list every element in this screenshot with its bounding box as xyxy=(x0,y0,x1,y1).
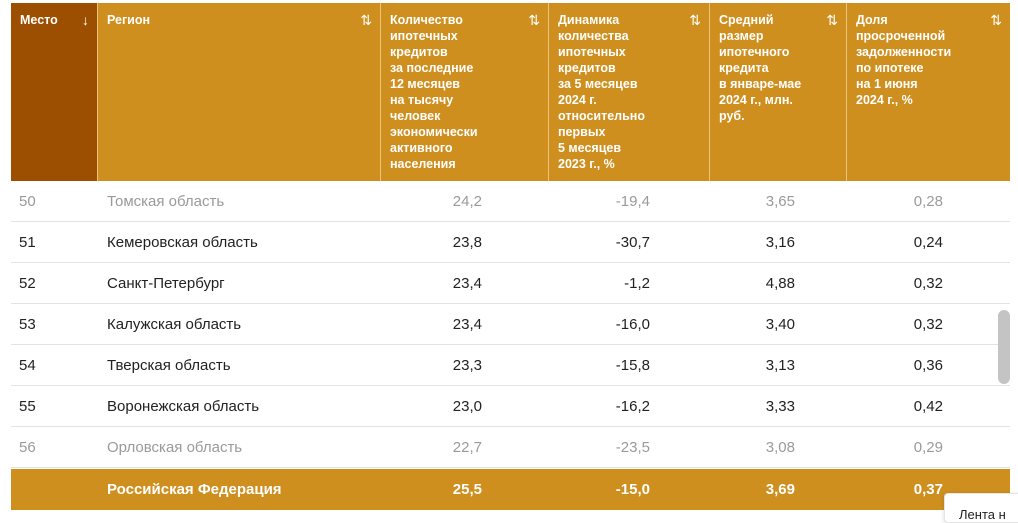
rank-cell: 54 xyxy=(19,356,36,374)
table-header: Место ↓ Регион ⇅ Количество ипотечных кр… xyxy=(11,3,1010,181)
footer-region-cell: Российская Федерация xyxy=(107,481,282,498)
sort-icon[interactable]: ⇅ xyxy=(826,12,838,28)
mortgage-ranking-table: Место ↓ Регион ⇅ Количество ипотечных кр… xyxy=(11,3,1010,510)
overdue-share-cell: 0,28 xyxy=(913,192,943,210)
region-cell: Калужская область xyxy=(107,315,242,333)
rank-cell: 55 xyxy=(19,397,36,415)
rank-cell: 53 xyxy=(19,315,36,333)
dynamics-cell: -16,0 xyxy=(615,315,650,333)
footer-dynamics-cell: -15,0 xyxy=(615,481,650,498)
loan-count-cell: 23,4 xyxy=(452,315,482,333)
table-footer-total: Российская Федерация 25,5 -15,0 3,69 0,3… xyxy=(11,469,1010,510)
dynamics-cell: -30,7 xyxy=(615,233,650,251)
column-label: Доля просроченной задолженности по ипоте… xyxy=(856,13,952,107)
dynamics-cell: -1,2 xyxy=(624,274,650,292)
loan-count-cell: 23,8 xyxy=(452,233,482,251)
loan-count-cell: 24,2 xyxy=(452,192,482,210)
column-label: Средний размер ипотечного кредита в янва… xyxy=(719,13,802,123)
column-header-rank[interactable]: Место ↓ xyxy=(11,3,98,181)
column-header-loan-count[interactable]: Количество ипотечных кредитов за последн… xyxy=(381,3,549,181)
table-row: 54 Тверская область 23,3 -15,8 3,13 0,36 xyxy=(11,345,1010,386)
column-label: Количество ипотечных кредитов за последн… xyxy=(390,13,478,171)
region-cell: Воронежская область xyxy=(107,397,260,415)
table-row: 51 Кемеровская область 23,8 -30,7 3,16 0… xyxy=(11,222,1010,263)
column-label: Регион xyxy=(107,13,151,27)
rank-cell: 51 xyxy=(19,233,36,251)
region-cell: Санкт-Петербург xyxy=(107,274,225,292)
column-header-average-loan[interactable]: Средний размер ипотечного кредита в янва… xyxy=(710,3,847,181)
footer-loan-count-cell: 25,5 xyxy=(452,481,482,498)
average-loan-cell: 3,33 xyxy=(765,397,795,415)
overdue-share-cell: 0,42 xyxy=(913,397,943,415)
loan-count-cell: 23,0 xyxy=(452,397,482,415)
column-header-region[interactable]: Регион ⇅ xyxy=(98,3,381,181)
overdue-share-cell: 0,24 xyxy=(913,233,943,251)
column-header-overdue-share[interactable]: Доля просроченной задолженности по ипоте… xyxy=(847,3,1010,181)
table-row: 56 Орловская область 22,7 -23,5 3,08 0,2… xyxy=(11,427,1010,468)
region-cell: Томская область xyxy=(107,192,225,210)
sort-icon[interactable]: ⇅ xyxy=(528,12,540,28)
column-label: Динамика количества ипотечных кредитов з… xyxy=(558,13,645,171)
table-row: 53 Калужская область 23,4 -16,0 3,40 0,3… xyxy=(11,304,1010,345)
region-cell: Кемеровская область xyxy=(107,233,258,251)
overdue-share-cell: 0,29 xyxy=(913,438,943,456)
footer-average-loan-cell: 3,69 xyxy=(765,481,795,498)
table-row: 52 Санкт-Петербург 23,4 -1,2 4,88 0,32 xyxy=(11,263,1010,304)
average-loan-cell: 3,65 xyxy=(765,192,795,210)
overdue-share-cell: 0,32 xyxy=(913,315,943,333)
dynamics-cell: -15,8 xyxy=(615,356,650,374)
overdue-share-cell: 0,32 xyxy=(913,274,943,292)
dynamics-cell: -19,4 xyxy=(615,192,650,210)
table-row: 50 Томская область 24,2 -19,4 3,65 0,28 xyxy=(11,181,1010,222)
dynamics-cell: -23,5 xyxy=(615,438,650,456)
sort-icon[interactable]: ⇅ xyxy=(990,12,1002,28)
column-label: Место xyxy=(20,13,58,27)
table-row: 55 Воронежская область 23,0 -16,2 3,33 0… xyxy=(11,386,1010,427)
footer-overdue-share-cell: 0,37 xyxy=(913,481,943,498)
column-header-dynamics[interactable]: Динамика количества ипотечных кредитов з… xyxy=(549,3,710,181)
dynamics-cell: -16,2 xyxy=(615,397,650,415)
rank-cell: 50 xyxy=(19,192,36,210)
rank-cell: 52 xyxy=(19,274,36,292)
average-loan-cell: 4,88 xyxy=(765,274,795,292)
loan-count-cell: 23,4 xyxy=(452,274,482,292)
sort-desc-icon[interactable]: ↓ xyxy=(82,12,89,28)
loan-count-cell: 23,3 xyxy=(452,356,482,374)
average-loan-cell: 3,40 xyxy=(765,315,795,333)
sort-icon[interactable]: ⇅ xyxy=(360,12,372,28)
rank-cell: 56 xyxy=(19,438,36,456)
overdue-share-cell: 0,36 xyxy=(913,356,943,374)
sort-icon[interactable]: ⇅ xyxy=(689,12,701,28)
average-loan-cell: 3,13 xyxy=(765,356,795,374)
table-body[interactable]: 50 Томская область 24,2 -19,4 3,65 0,28 … xyxy=(11,181,1010,469)
feed-popup-button[interactable]: Лента н xyxy=(944,493,1018,523)
loan-count-cell: 22,7 xyxy=(452,438,482,456)
region-cell: Орловская область xyxy=(107,438,243,456)
average-loan-cell: 3,16 xyxy=(765,233,795,251)
region-cell: Тверская область xyxy=(107,356,231,374)
average-loan-cell: 3,08 xyxy=(765,438,795,456)
vertical-scrollbar-thumb[interactable] xyxy=(998,310,1010,384)
